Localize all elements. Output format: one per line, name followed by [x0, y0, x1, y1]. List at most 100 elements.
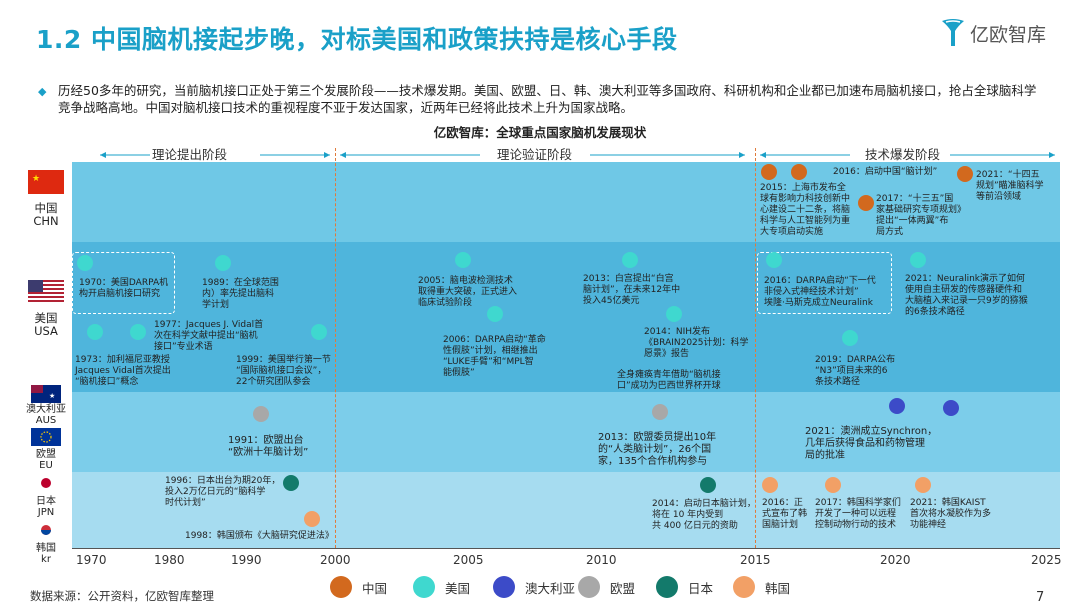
legend-item-korea: 韩国 — [733, 576, 790, 598]
page-title: 1.2 中国脑机接起步晚，对标美国和政策扶持是核心手段 — [36, 25, 678, 54]
x-tick: 2020 — [880, 553, 911, 567]
legend-swatch — [733, 576, 755, 598]
divider-2016 — [755, 148, 756, 548]
event-text-korea-2016: 2016：正 式宣布了韩 国脑计划 — [762, 498, 808, 530]
logo: 亿欧智库 — [940, 18, 1046, 48]
legend-swatch — [656, 576, 678, 598]
legend-item-usa: 美国 — [413, 576, 470, 598]
event-text-usa-1989: 1989：在全球范围 内）率先提出脑科 学计划 — [202, 278, 279, 310]
event-dot-eu — [652, 404, 668, 420]
event-dot-usa — [910, 252, 926, 268]
x-tick: 1970 — [76, 553, 107, 567]
event-text-eu-1991: 1991：欧盟出台 “欧洲十年脑计划” — [228, 435, 309, 458]
event-dot-usa — [622, 252, 638, 268]
event-dot-usa — [215, 255, 231, 271]
country-korea: 韩国 kr — [36, 543, 56, 565]
event-text-usa-worldcup: 全身瘫痪青年借助“脑机接 口”成功为巴西世界杯开球 — [617, 370, 721, 391]
event-text-usa-1977: 1977：Jacques J. Vidal首 次在科学文献中提出“脑机 接口”专业术… — [154, 320, 264, 352]
x-tick: 2025 — [1031, 553, 1062, 567]
country-usa: 美国 USA — [34, 311, 58, 338]
event-text-usa-1973: 1973：加利福尼亚教授 Jacques Vidal首次提出 “脑机接口”概念 — [75, 355, 171, 387]
x-tick: 2010 — [586, 553, 617, 567]
event-dot-usa — [87, 324, 103, 340]
event-dot-usa — [666, 306, 682, 322]
phase-label-verification: 理论验证阶段 — [497, 147, 573, 162]
band-usa — [72, 242, 1060, 392]
event-dot-usa — [77, 255, 93, 271]
x-tick: 2015 — [740, 553, 771, 567]
korea-flag-icon — [31, 521, 61, 539]
highlight-box-2016 — [757, 252, 892, 314]
event-text-australia-2021: 2021：澳洲成立Synchron， 几年后获得食品和药物管理 局的批准 — [805, 426, 938, 461]
event-dot-korea — [825, 477, 841, 493]
chart-title: 亿欧智库：全球重点国家脑机发展现状 — [433, 125, 647, 140]
timeline-plot — [72, 162, 1060, 548]
event-text-china-2021: 2021：“十四五 规划”瞄准脑科学 等前沿领域 — [976, 170, 1044, 202]
australia-flag-icon: ★ — [31, 385, 61, 403]
highlight-box-1970 — [72, 252, 175, 314]
event-dot-eu — [253, 406, 269, 422]
event-dot-usa — [842, 330, 858, 346]
country-japan: 日本 JPN — [36, 496, 56, 518]
legend-swatch — [578, 576, 600, 598]
event-dot-korea — [915, 477, 931, 493]
event-text-usa-2014: 2014：NIH发布 《BRAIN2025计划：科学 愿景》报告 — [644, 327, 749, 359]
event-text-eu-2013: 2013：欧盟委员提出10年 的“人类脑计划”，26个国 家，135个合作机构参与 — [598, 432, 717, 467]
event-text-usa-2013: 2013：白宫提出“白宫 脑计划”，在未来12年中 投入45亿美元 — [583, 274, 681, 306]
x-tick: 2000 — [320, 553, 351, 567]
event-text-korea-2021: 2021：韩国KAIST 首次将水凝胶作为多 功能神经 — [910, 498, 992, 530]
usa-flag-icon — [28, 280, 64, 304]
phase-label-explosion: 技术爆发阶段 — [865, 147, 941, 162]
event-text-china-2017: 2017：“十三五”国 家基础研究专项规划》 提出“一体两翼”布 局方式 — [876, 194, 967, 237]
event-dot-australia — [889, 398, 905, 414]
divider-2000 — [335, 148, 336, 548]
event-text-japan-1996: 1996：日本出台为期20年， 投入2万亿日元的“脑科学 时代计划” — [165, 476, 281, 508]
country-australia: 澳大利亚 AUS — [26, 404, 66, 426]
event-dot-china — [957, 166, 973, 182]
svg-text:★: ★ — [32, 174, 40, 184]
x-axis — [72, 548, 1060, 549]
logo-text: 亿欧智库 — [970, 23, 1047, 46]
event-dot-japan — [283, 475, 299, 491]
x-tick: 1980 — [154, 553, 185, 567]
event-dot-china — [791, 164, 807, 180]
event-text-usa-2006: 2006：DARPA启动“革命 性假肢”计划，相继推出 “LUKE手臂”和“MPL智… — [443, 335, 546, 378]
phase-label-theory: 理论提出阶段 — [152, 147, 228, 162]
event-text-usa-2005: 2005：脑电波检测技术 取得重大突破，正式进入 临床试验阶段 — [418, 276, 518, 308]
legend-item-australia: 澳大利亚 — [493, 576, 575, 598]
source-note: 数据来源：公开资料，亿欧智库整理 — [30, 589, 214, 603]
event-text-korea-1998: 1998：韩国颁布《大脑研究促进法》 — [185, 531, 334, 541]
event-dot-usa — [766, 252, 782, 268]
event-dot-usa — [130, 324, 146, 340]
diamond-bullet-icon: ◆ — [38, 85, 47, 98]
legend-swatch — [493, 576, 515, 598]
svg-text:★: ★ — [49, 392, 55, 400]
event-text-china-2015: 2015：上海市发布全 球有影响力科技创新中 心建设二十二条，将脑 科学与人工智能列为… — [760, 183, 851, 237]
event-dot-korea — [304, 511, 320, 527]
intro-text: 历经50多年的研究，当前脑机接口正处于第三个发展阶段——技术爆发期。美国、欧盟、… — [58, 83, 1037, 115]
country-eu: 欧盟 EU — [36, 449, 56, 471]
event-text-usa-1999: 1999：美国举行第一节 “国际脑机接口会议”， 22个研究团队参会 — [236, 355, 331, 387]
legend-item-eu: 欧盟 — [578, 576, 635, 598]
x-tick: 1990 — [231, 553, 262, 567]
legend-item-japan: 日本 — [656, 576, 713, 598]
country-china: 中国 CHN — [33, 201, 59, 228]
x-tick: 2005 — [453, 553, 484, 567]
event-text-china-2016: 2016：启动中国“脑计划” — [833, 167, 938, 177]
event-text-korea-2017: 2017：韩国科学家们 开发了一种可以远程 控制动物行动的技术 — [815, 498, 901, 530]
event-dot-usa — [487, 306, 503, 322]
phase-axis — [100, 152, 1055, 158]
japan-flag-icon — [31, 474, 61, 492]
legend-swatch — [413, 576, 435, 598]
event-dot-usa — [455, 252, 471, 268]
legend-item-china: 中国 — [330, 576, 387, 598]
event-dot-australia — [943, 400, 959, 416]
china-flag-icon: ★ — [28, 170, 64, 194]
legend-swatch — [330, 576, 352, 598]
logo-icon — [942, 19, 964, 46]
band-china — [72, 162, 1060, 242]
event-dot-korea — [762, 477, 778, 493]
event-text-usa-1970: 1970：美国DARPA机 构开启脑机接口研究 — [79, 278, 169, 299]
page-number: 7 — [1036, 590, 1045, 605]
event-dot-china — [761, 164, 777, 180]
